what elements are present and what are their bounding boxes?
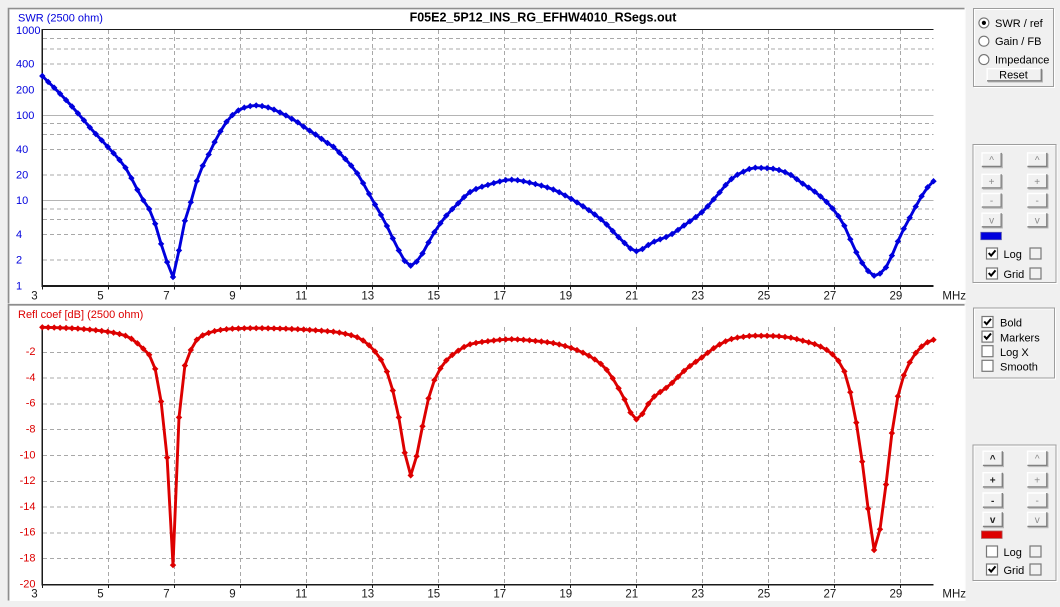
- svg-text:19: 19: [559, 589, 572, 601]
- svg-text:-8: -8: [26, 424, 36, 436]
- svg-text:Impedance: Impedance: [995, 55, 1049, 67]
- svg-text:Log X: Log X: [1000, 347, 1029, 359]
- svg-text:21: 21: [625, 291, 638, 303]
- svg-text:v: v: [990, 515, 996, 526]
- svg-text:Smooth: Smooth: [1000, 362, 1038, 374]
- svg-text:25: 25: [758, 291, 771, 303]
- svg-text:2: 2: [16, 255, 22, 267]
- svg-text:SWR / ref: SWR / ref: [995, 18, 1044, 30]
- svg-text:F05E2_5P12_INS_RG_EFHW4010_RSe: F05E2_5P12_INS_RG_EFHW4010_RSegs.out: [410, 11, 678, 25]
- svg-text:-10: -10: [20, 449, 36, 461]
- svg-text:SWR (2500 ohm): SWR (2500 ohm): [18, 13, 103, 25]
- svg-text:-: -: [990, 196, 993, 207]
- svg-text:27: 27: [824, 589, 837, 601]
- svg-text:3: 3: [31, 291, 37, 303]
- svg-text:Log: Log: [1004, 249, 1022, 261]
- svg-text:+: +: [1034, 476, 1040, 487]
- svg-text:Grid: Grid: [1004, 565, 1025, 577]
- svg-text:5: 5: [97, 291, 103, 303]
- svg-text:+: +: [990, 476, 996, 487]
- svg-text:7: 7: [163, 589, 169, 601]
- svg-text:11: 11: [295, 589, 307, 601]
- svg-text:-16: -16: [20, 527, 36, 539]
- svg-text:10: 10: [16, 195, 28, 207]
- svg-text:-20: -20: [20, 578, 36, 590]
- svg-text:+: +: [989, 177, 995, 188]
- svg-text:5: 5: [97, 589, 103, 601]
- svg-text:25: 25: [758, 589, 771, 601]
- svg-text:^: ^: [990, 454, 996, 465]
- svg-text:-2: -2: [26, 346, 36, 358]
- svg-text:9: 9: [229, 291, 235, 303]
- svg-text:29: 29: [890, 589, 903, 601]
- svg-text:29: 29: [890, 291, 903, 303]
- svg-text:Markers: Markers: [1000, 332, 1040, 344]
- svg-text:-: -: [1036, 496, 1039, 507]
- svg-text:23: 23: [691, 589, 704, 601]
- svg-text:MHz: MHz: [942, 589, 966, 601]
- svg-text:7: 7: [163, 291, 169, 303]
- svg-text:15: 15: [427, 589, 440, 601]
- svg-text:13: 13: [361, 291, 374, 303]
- svg-text:^: ^: [1035, 155, 1040, 166]
- svg-text:13: 13: [361, 589, 374, 601]
- svg-text:^: ^: [1035, 454, 1040, 465]
- svg-text:^: ^: [989, 155, 994, 166]
- svg-text:Log: Log: [1004, 547, 1022, 559]
- svg-text:15: 15: [427, 291, 440, 303]
- svg-text:40: 40: [16, 144, 28, 156]
- svg-text:4: 4: [16, 229, 22, 241]
- svg-text:9: 9: [229, 589, 235, 601]
- svg-text:200: 200: [16, 84, 34, 96]
- svg-text:3: 3: [31, 589, 37, 601]
- svg-text:17: 17: [493, 291, 506, 303]
- svg-text:1: 1: [16, 280, 22, 292]
- svg-text:19: 19: [559, 291, 572, 303]
- svg-text:11: 11: [295, 291, 307, 303]
- svg-text:-: -: [991, 496, 994, 507]
- svg-text:+: +: [1034, 177, 1040, 188]
- svg-text:-18: -18: [20, 553, 36, 565]
- svg-text:v: v: [989, 216, 994, 227]
- svg-text:-14: -14: [20, 501, 36, 513]
- svg-text:-6: -6: [26, 398, 36, 410]
- svg-text:-12: -12: [20, 475, 36, 487]
- svg-text:Grid: Grid: [1004, 269, 1025, 281]
- svg-text:-: -: [1036, 196, 1039, 207]
- svg-text:MHz: MHz: [942, 291, 966, 303]
- svg-text:23: 23: [691, 291, 704, 303]
- svg-text:27: 27: [824, 291, 837, 303]
- svg-text:Gain / FB: Gain / FB: [995, 36, 1041, 48]
- svg-text:Bold: Bold: [1000, 318, 1022, 330]
- svg-text:-4: -4: [26, 372, 36, 384]
- svg-text:400: 400: [16, 59, 34, 71]
- svg-text:100: 100: [16, 110, 34, 122]
- svg-text:17: 17: [493, 589, 506, 601]
- svg-text:v: v: [1035, 216, 1040, 227]
- svg-text:v: v: [1035, 515, 1040, 526]
- svg-text:21: 21: [625, 589, 638, 601]
- svg-text:Reset: Reset: [999, 70, 1028, 82]
- svg-text:1000: 1000: [16, 25, 40, 37]
- svg-text:20: 20: [16, 170, 28, 182]
- svg-text:Refl coef [dB] (2500 ohm): Refl coef [dB] (2500 ohm): [18, 309, 143, 321]
